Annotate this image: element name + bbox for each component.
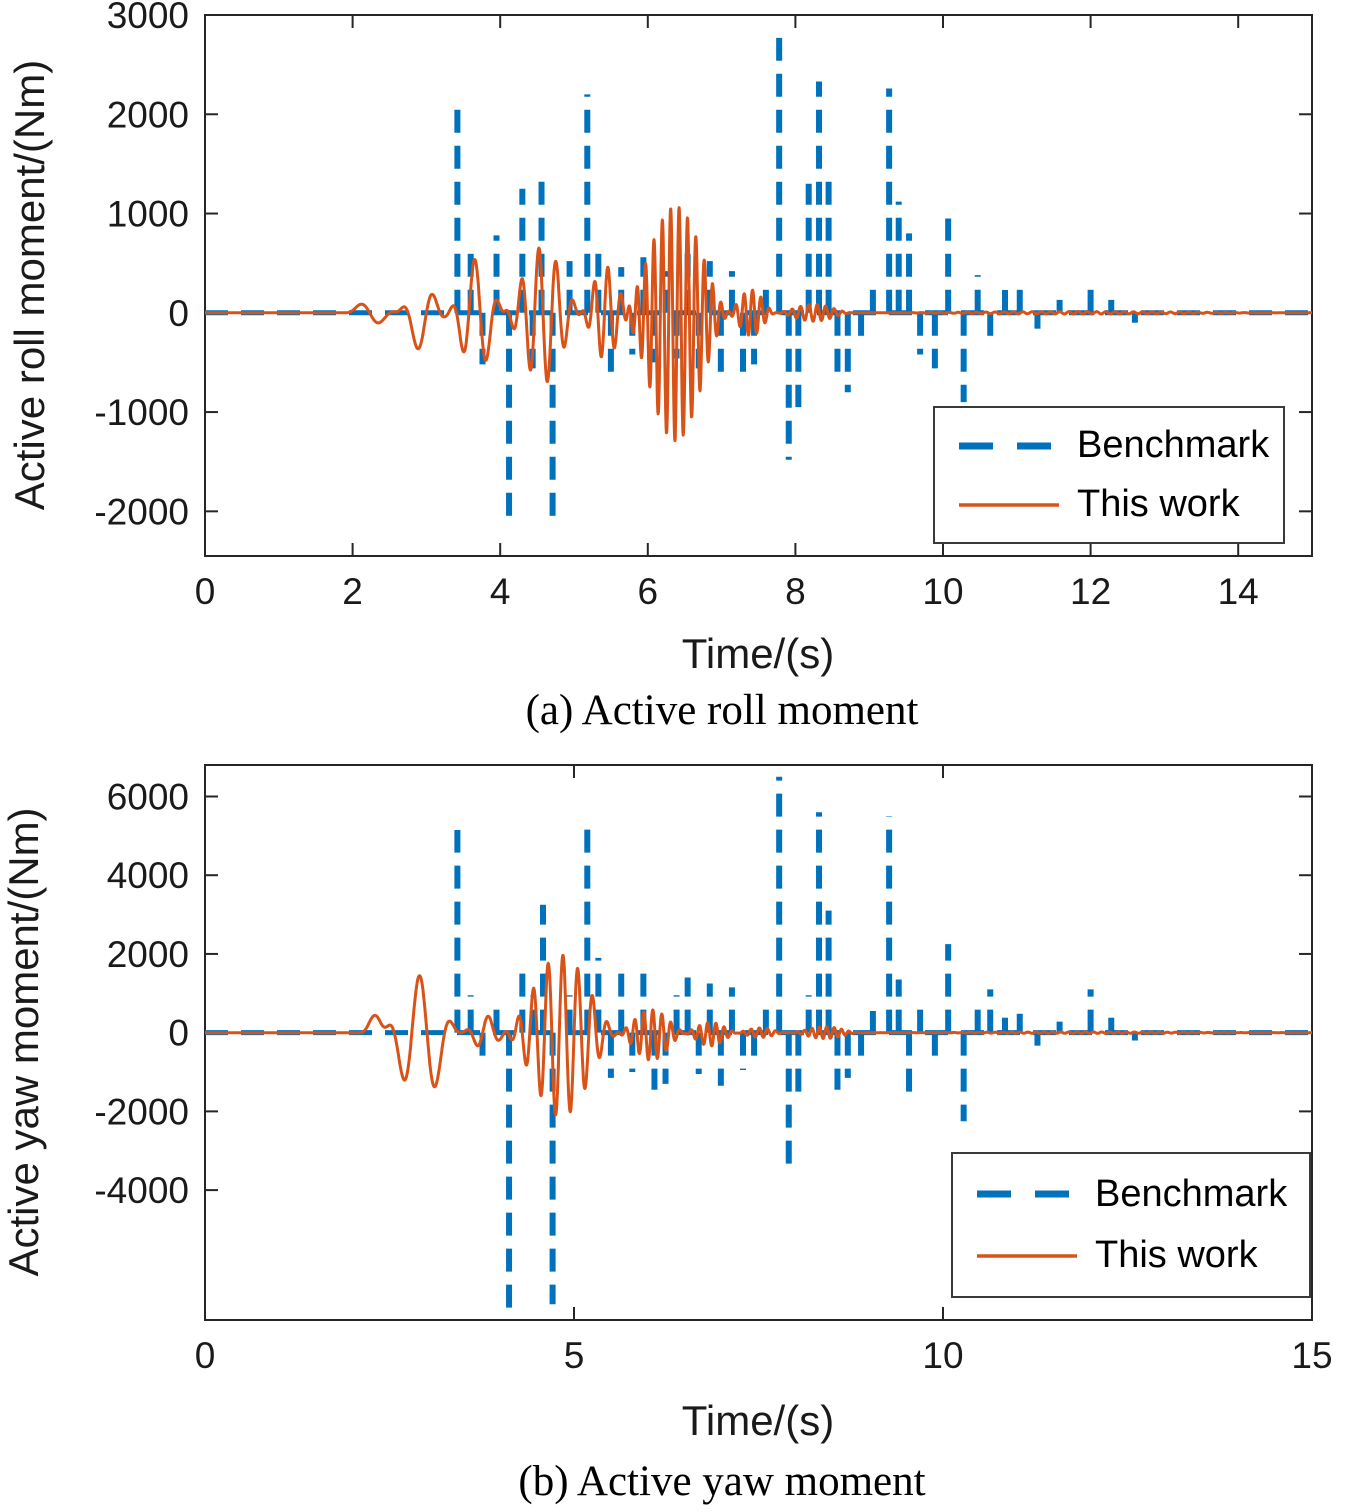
y-tick-label: -2000 [94,1091,189,1132]
x-tick-label: 5 [564,1335,585,1376]
x-tick-label: 12 [1070,571,1111,612]
y-tick-label: -1000 [94,392,189,433]
this-work-curve-roll [203,206,1314,443]
roll-legend-label-benchmark: Benchmark [1077,424,1270,466]
this-work-solid-line-icon [959,502,1059,507]
yaw-x-axis-label: Time/(s) [682,1397,834,1444]
roll-legend: Benchmark This work [933,406,1285,544]
roll-legend-item-this-work: This work [957,483,1283,526]
yaw-caption: (b) Active yaw moment [518,1458,925,1505]
roll-caption: (a) Active roll moment [526,687,919,734]
x-tick-label: 15 [1291,1335,1332,1376]
x-tick-label: 8 [785,571,806,612]
roll-y-axis-label: Active roll moment/(Nm) [6,60,53,510]
x-tick-label: 14 [1218,571,1259,612]
benchmark-dashed-line-icon [959,442,1059,449]
roll-x-axis-label: Time/(s) [682,630,834,677]
yaw-legend-item-this-work: This work [975,1234,1309,1277]
y-tick-label: 2000 [107,934,189,975]
y-tick-label: 0 [168,1013,189,1054]
yaw-y-axis-label: Active yaw moment/(Nm) [0,807,47,1276]
x-tick-label: 10 [922,571,963,612]
x-tick-label: 0 [195,571,216,612]
x-tick-label: 2 [342,571,363,612]
x-tick-label: 0 [195,1335,216,1376]
axis-box-yaw [204,764,1313,1321]
x-tick-label: 10 [922,1335,963,1376]
chart-yaw: 0 5 10 15 6000 4000 2000 0 -2000 -4000 [94,764,1333,1376]
y-tick-label: -4000 [94,1170,189,1211]
y-tick-label: -2000 [94,491,189,532]
chart-roll: 0 2 4 6 8 10 12 14 3000 2000 1000 0 -1000 -2000 [94,0,1314,612]
yaw-legend-label-benchmark: Benchmark [1095,1172,1288,1215]
y-tick-label: 1000 [107,194,189,235]
this-work-curve-yaw [203,953,1314,1117]
x-tick-label: 6 [638,571,659,612]
yaw-legend-item-benchmark: Benchmark [975,1173,1309,1216]
y-tick-label: 6000 [107,776,189,817]
axis-box-roll [204,14,1313,557]
benchmark-dashed-line-icon [977,1190,1077,1198]
x-tick-label: 4 [490,571,511,612]
yaw-legend: Benchmark This work [951,1152,1311,1298]
roll-legend-label-this-work: This work [1077,483,1240,525]
y-tick-label: 2000 [107,94,189,135]
y-tick-label: 3000 [107,0,189,36]
this-work-solid-line-icon [977,1254,1077,1258]
y-tick-label: 0 [168,293,189,334]
yaw-legend-label-this-work: This work [1095,1234,1258,1277]
y-tick-label: 4000 [107,855,189,896]
roll-legend-item-benchmark: Benchmark [957,424,1283,467]
